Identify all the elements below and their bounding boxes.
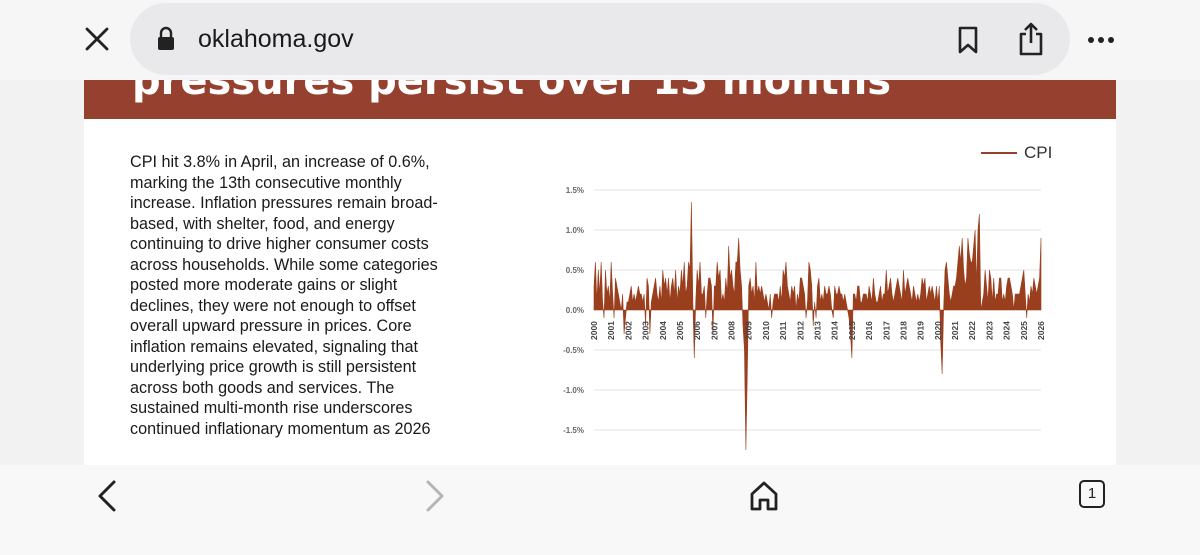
x-tick-label: 2001 — [606, 321, 616, 340]
x-tick-label: 2018 — [899, 321, 909, 340]
x-tick-label: 2015 — [847, 321, 857, 340]
tab-count: 1 — [1087, 485, 1097, 502]
share-icon — [1019, 22, 1043, 56]
url-text: oklahoma.gov — [198, 25, 354, 53]
share-button[interactable] — [1016, 21, 1046, 57]
y-tick-label: -1.5% — [563, 426, 584, 435]
x-tick-label: 2000 — [589, 321, 599, 340]
home-icon — [750, 481, 778, 511]
bookmark-icon — [958, 26, 978, 54]
x-tick-label: 2004 — [658, 321, 668, 340]
tabs-button[interactable]: 1 — [1079, 480, 1105, 508]
forward-button — [420, 479, 450, 513]
browser-top-bar: oklahoma.gov — [0, 0, 1200, 80]
x-tick-label: 2014 — [830, 321, 840, 340]
close-button[interactable] — [82, 24, 112, 54]
forward-icon — [426, 480, 444, 512]
x-tick-label: 2016 — [864, 321, 874, 340]
more-icon — [1088, 37, 1114, 43]
article-banner: pressures persist over 13 months — [84, 80, 1116, 119]
y-tick-label: 1.5% — [566, 186, 584, 195]
back-icon — [98, 480, 116, 512]
x-tick-label: 2026 — [1036, 321, 1046, 340]
x-tick-label: 2007 — [709, 321, 719, 340]
x-tick-label: 2025 — [1019, 321, 1029, 340]
x-tick-label: 2023 — [984, 321, 994, 340]
cpi-chart: CPI 1.5% 1.0% 0.5% 0.0% -0.5% -1.0% -1.5% 2000 2… — [466, 134, 1066, 465]
address-bar[interactable]: oklahoma.gov — [130, 3, 1070, 75]
bookmark-button[interactable] — [954, 25, 982, 55]
legend-swatch — [981, 152, 1017, 154]
browser-bottom-bar: 1 — [0, 465, 1200, 555]
x-tick-label: 2021 — [950, 321, 960, 340]
x-tick-label: 2024 — [1002, 321, 1012, 340]
y-tick-label: -0.5% — [563, 346, 584, 355]
chart-canvas: 1.5% 1.0% 0.5% 0.0% -0.5% -1.0% -1.5% 2000 2001 2… — [563, 186, 1046, 451]
y-tick-label: 1.0% — [566, 226, 584, 235]
x-tick-label: 2002 — [623, 321, 633, 340]
x-tick-label: 2011 — [778, 321, 788, 340]
article-heading: pressures persist over 13 months — [132, 80, 892, 104]
y-tick-label: 0.5% — [566, 266, 584, 275]
x-tick-label: 2006 — [692, 321, 702, 340]
x-tick-label: 2022 — [967, 321, 977, 340]
x-tick-label: 2013 — [813, 321, 823, 340]
cpi-series-area — [593, 201, 1042, 451]
home-button[interactable] — [748, 479, 780, 513]
x-tick-label: 2003 — [641, 321, 651, 340]
x-tick-label: 2005 — [675, 321, 685, 340]
article-body: CPI hit 3.8% in April, an increase of 0.… — [130, 153, 438, 438]
x-tick-label: 2008 — [727, 321, 737, 340]
x-tick-label: 2017 — [881, 321, 891, 340]
x-tick-label: 2020 — [933, 321, 943, 340]
more-options-button[interactable] — [1086, 30, 1118, 50]
lock-icon — [158, 26, 174, 50]
y-tick-label: -1.0% — [563, 386, 584, 395]
article-card: pressures persist over 13 months CPI hit… — [84, 80, 1116, 465]
web-page: pressures persist over 13 months CPI hit… — [0, 80, 1200, 465]
x-tick-label: 2010 — [761, 321, 771, 340]
close-icon — [85, 27, 109, 51]
x-tick-label: 2009 — [744, 321, 754, 340]
x-tick-label: 2019 — [916, 321, 926, 340]
back-button[interactable] — [92, 479, 122, 513]
y-tick-label: 0.0% — [566, 306, 584, 315]
legend-label: CPI — [1024, 143, 1053, 162]
x-tick-label: 2012 — [795, 321, 805, 340]
